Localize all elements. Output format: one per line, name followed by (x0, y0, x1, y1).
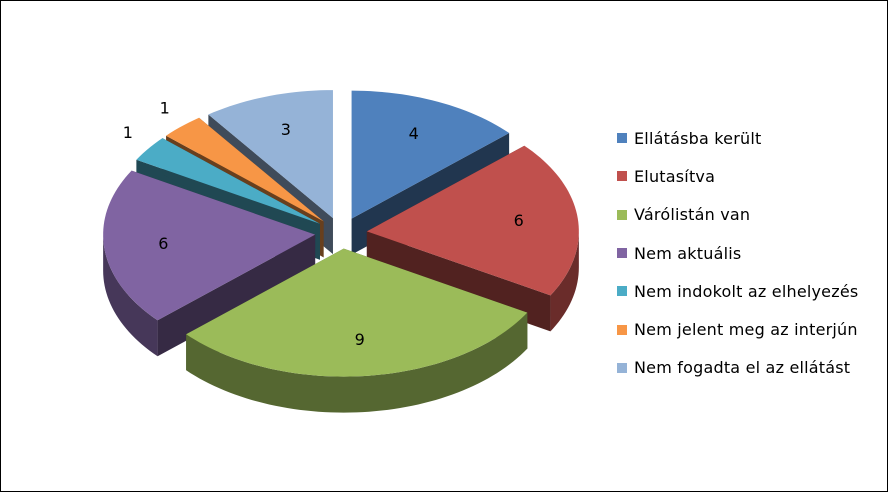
data-label: 4 (409, 124, 419, 143)
legend-item: Nem jelent meg az interjún (617, 310, 858, 348)
legend-swatch (617, 286, 627, 297)
pie-slice (366, 145, 579, 296)
legend-swatch (617, 133, 627, 144)
legend-label: Nem fogadta el az ellátást (634, 358, 851, 378)
pie-slice-group (103, 170, 316, 357)
legend-swatch (617, 248, 627, 259)
pie-slice-wall (103, 234, 158, 357)
pie-slice (136, 138, 320, 224)
legend-swatch (617, 324, 627, 335)
pie-slice-side (157, 234, 316, 357)
legend-label: Nem indokolt az elhelyezés (634, 281, 859, 301)
legend-label: Várólistán van (634, 205, 751, 225)
data-label: 6 (514, 211, 524, 230)
legend-swatch (617, 209, 627, 220)
pie-slice (351, 90, 510, 219)
data-label: 1 (160, 98, 170, 117)
legend-item: Nem aktuális (617, 234, 858, 272)
legend-item: Nem fogadta el az ellátást (617, 349, 858, 387)
pie-slice (208, 90, 333, 219)
legend-label: Elutasítva (634, 166, 716, 186)
pie-slice-wall (550, 231, 579, 332)
legend-label: Nem jelent meg az interjún (634, 320, 858, 340)
pie-slice-wall (186, 312, 528, 413)
legend-item: Ellátásba került (617, 119, 858, 157)
legend-label: Nem aktuális (634, 243, 742, 263)
legend: Ellátásba került Elutasítva Várólistán van… (617, 119, 858, 387)
legend-label: Ellátásba került (634, 128, 762, 148)
legend-item: Nem indokolt az elhelyezés (617, 272, 858, 310)
legend-item: Elutasítva (617, 157, 858, 195)
legend-swatch (617, 362, 627, 373)
data-label: 6 (158, 234, 168, 253)
data-label: 3 (281, 120, 291, 139)
pie-slice (166, 117, 324, 222)
pie-slice-group (186, 248, 528, 413)
pie-slice (186, 248, 528, 377)
pie-slice (103, 170, 316, 321)
data-label: 9 (355, 330, 365, 349)
legend-swatch (617, 171, 627, 182)
legend-item: Várólistán van (617, 196, 858, 234)
data-label: 1 (123, 123, 133, 142)
